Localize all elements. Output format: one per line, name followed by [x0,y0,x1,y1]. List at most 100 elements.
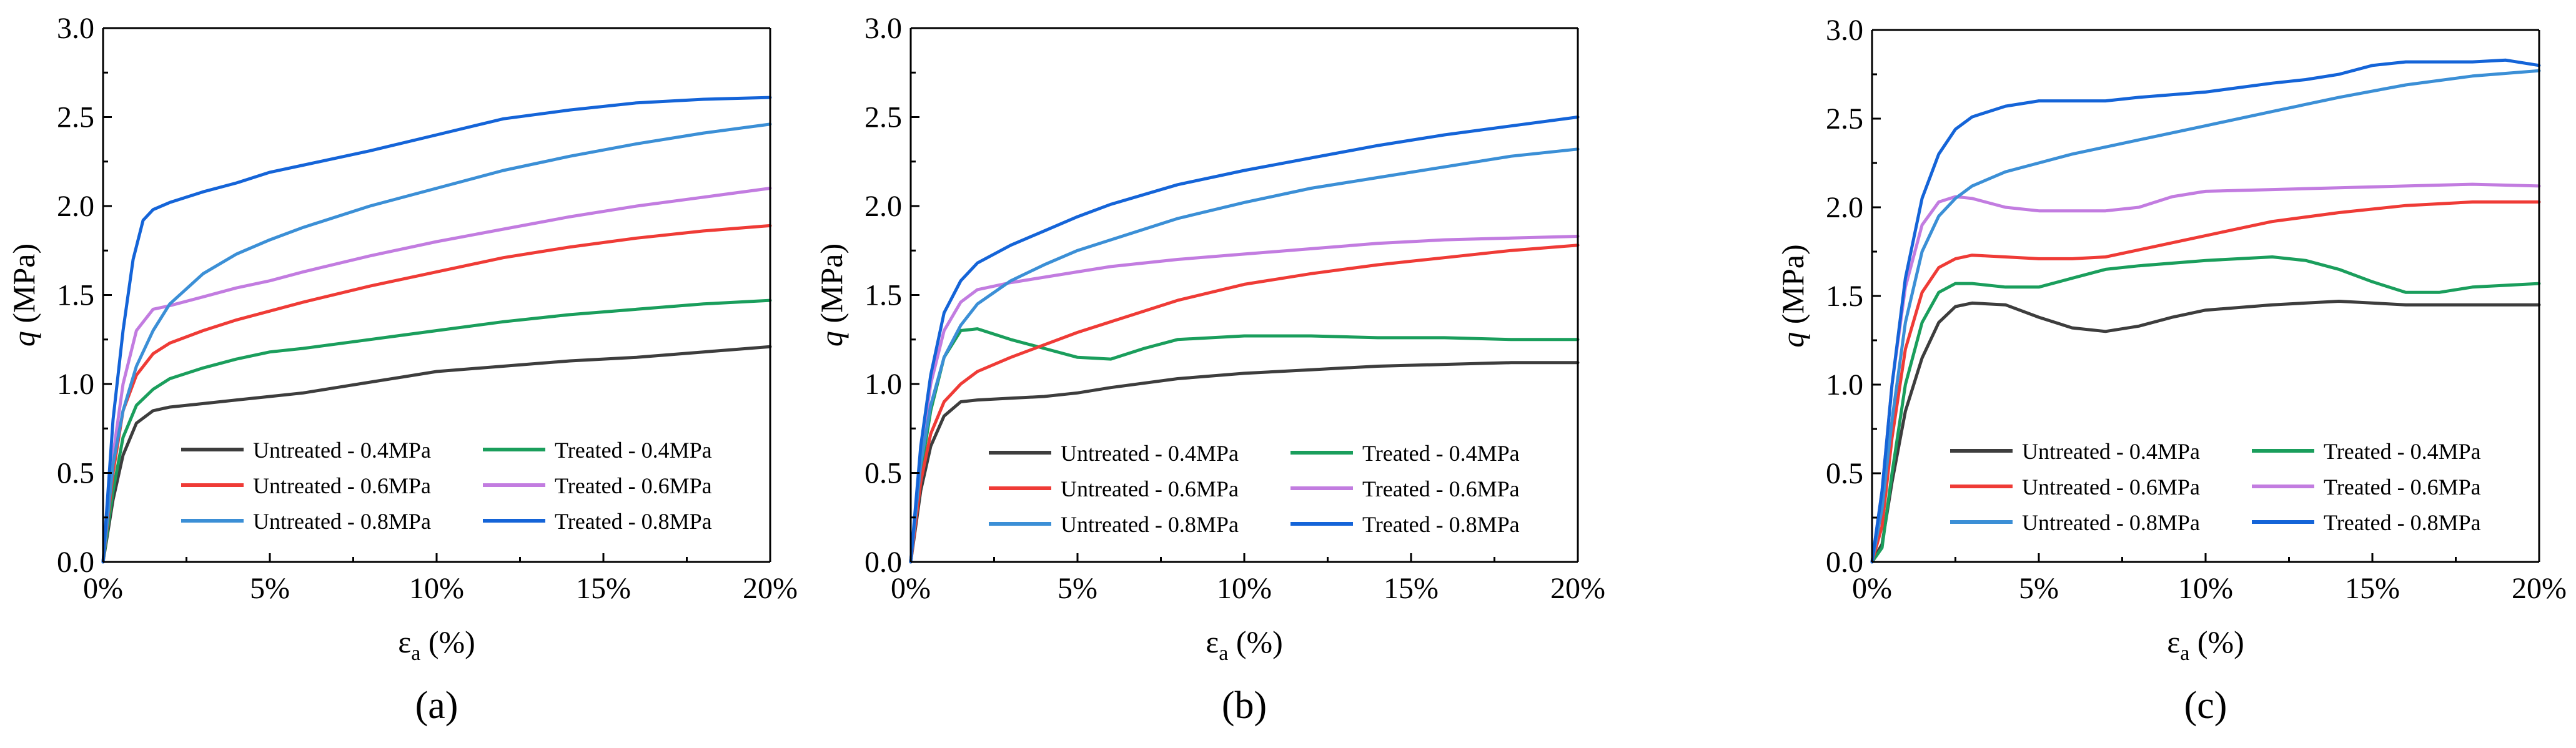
y-tick-label: 2.0 [1826,191,1863,224]
panel-label: (c) [2184,684,2227,727]
x-tick-label: 10% [1217,572,1272,605]
chart-panel-3: 0% 5% 10% 15% 20% 0.0 0.5 1.0 1.5 2.0 2.5 3.0 q (MPa… [1775,14,2567,727]
y-axis-label: q (MPa) [1775,244,1810,347]
legend-label: Untreated - 0.8MPa [1061,512,1239,537]
legend-label: Treated - 0.4MPa [1362,441,1520,466]
legend-label: Untreated - 0.8MPa [2022,510,2200,535]
y-tick-label: 1.5 [57,279,94,312]
y-axis-label-unit: (MPa) [1775,244,1810,332]
series-line-1 [909,361,1580,564]
y-tick-label: 0.0 [57,546,94,579]
legend-label: Treated - 0.8MPa [555,509,712,534]
series-line-3 [1870,200,2541,564]
panel-label: (a) [415,684,458,727]
x-axis-label-subscript: a [2180,642,2189,665]
x-tick-label: 5% [1058,572,1097,605]
x-tick-label: 20% [743,572,798,605]
x-axis-label: εa (%) [2167,624,2244,665]
y-tick-label: 3.0 [57,12,94,45]
y-tick-label: 0.5 [57,457,94,490]
legend-label: Untreated - 0.4MPa [253,438,431,463]
legend-label: Untreated - 0.6MPa [253,473,431,498]
series-line-1 [1870,300,2541,564]
y-tick-label: 0.0 [1826,546,1863,579]
legend-label: Untreated - 0.4MPa [2022,439,2200,464]
y-axis-label-symbol: q [6,331,41,347]
y-axis-label-symbol: q [1775,332,1810,348]
x-tick-label: 15% [576,572,631,605]
x-tick-label: 5% [2019,572,2059,605]
panel-label: (b) [1222,684,1267,727]
x-axis-label: εa (%) [398,624,475,665]
series-line-5 [1870,69,2541,564]
y-tick-label: 3.0 [1826,14,1863,47]
x-tick-label: 0% [1852,572,1892,605]
y-tick-label: 0.0 [864,546,902,579]
x-tick-label: 10% [409,572,464,605]
legend-label: Treated - 0.8MPa [2324,510,2481,535]
y-tick-label: 2.5 [1826,102,1863,135]
x-axis-label-unit: (%) [2189,624,2244,659]
y-tick-label: 1.5 [1826,280,1863,313]
y-axis-label-unit: (MPa) [6,244,41,331]
series-line-4 [1870,182,2541,564]
series-line-6 [101,96,772,564]
legend: Untreated - 0.4MPa Treated - 0.4MPa Untrea… [181,438,712,534]
legend-label: Treated - 0.6MPa [555,473,712,498]
x-axis-label-subscript: a [411,642,420,665]
chart-panel-2: 0% 5% 10% 15% 20% 0.0 0.5 1.0 1.5 2.0 2.5 3.0 q (MPa… [814,12,1605,727]
x-axis-label-symbol: ε [2167,624,2180,659]
x-tick-label: 0% [891,572,931,605]
y-tick-label: 1.0 [57,368,94,401]
legend: Untreated - 0.4MPa Treated - 0.4MPa Untrea… [989,441,1520,537]
x-axis-label: εa (%) [1206,624,1283,665]
x-axis-label-unit: (%) [420,624,475,659]
series-lines [1870,58,2541,564]
y-tick-label: 3.0 [864,12,902,45]
y-tick-label: 2.5 [57,101,94,134]
series-line-5 [909,147,1580,564]
series-line-4 [101,187,772,564]
series-line-3 [909,244,1580,564]
series-lines [909,116,1580,564]
x-axis-label-subscript: a [1219,642,1228,665]
series-line-3 [101,224,772,564]
legend: Untreated - 0.4MPa Treated - 0.4MPa Untrea… [1950,439,2481,535]
y-tick-label: 0.5 [1826,457,1863,490]
y-tick-label: 2.0 [864,190,902,223]
legend-label: Untreated - 0.8MPa [253,509,431,534]
series-line-4 [909,235,1580,564]
series-line-6 [909,116,1580,564]
legend-label: Treated - 0.6MPa [1362,476,1520,501]
legend-label: Untreated - 0.4MPa [1061,441,1239,466]
series-line-2 [1870,255,2541,564]
x-tick-label: 20% [2512,572,2567,605]
x-tick-label: 0% [83,572,123,605]
legend-label: Treated - 0.4MPa [2324,439,2481,464]
y-tick-label: 2.0 [57,190,94,223]
y-axis-label: q (MPa) [6,244,41,347]
y-axis-label-unit: (MPa) [814,244,849,331]
y-axis-label: q (MPa) [814,244,849,347]
y-tick-label: 1.0 [864,368,902,401]
x-tick-label: 20% [1550,572,1605,605]
x-axis-label-symbol: ε [1206,624,1219,659]
series-line-6 [1870,58,2541,564]
legend-label: Treated - 0.4MPa [555,438,712,463]
y-tick-label: 1.5 [864,279,902,312]
x-axis-label-symbol: ε [398,624,411,659]
legend-label: Treated - 0.6MPa [2324,475,2481,499]
legend-label: Treated - 0.8MPa [1362,512,1520,537]
y-tick-label: 0.5 [864,457,902,490]
y-tick-label: 2.5 [864,101,902,134]
series-line-2 [101,298,772,564]
x-axis-label-unit: (%) [1228,624,1282,659]
chart-panel-1: 0% 5% 10% 15% 20% 0.0 0.5 1.0 1.5 2.0 2.5 3.0 q (MPa… [6,12,798,727]
series-lines [101,96,772,564]
x-tick-label: 5% [250,572,290,605]
x-tick-label: 10% [2178,572,2233,605]
y-axis-label-symbol: q [814,331,849,347]
y-tick-label: 1.0 [1826,368,1863,401]
series-line-1 [101,345,772,564]
